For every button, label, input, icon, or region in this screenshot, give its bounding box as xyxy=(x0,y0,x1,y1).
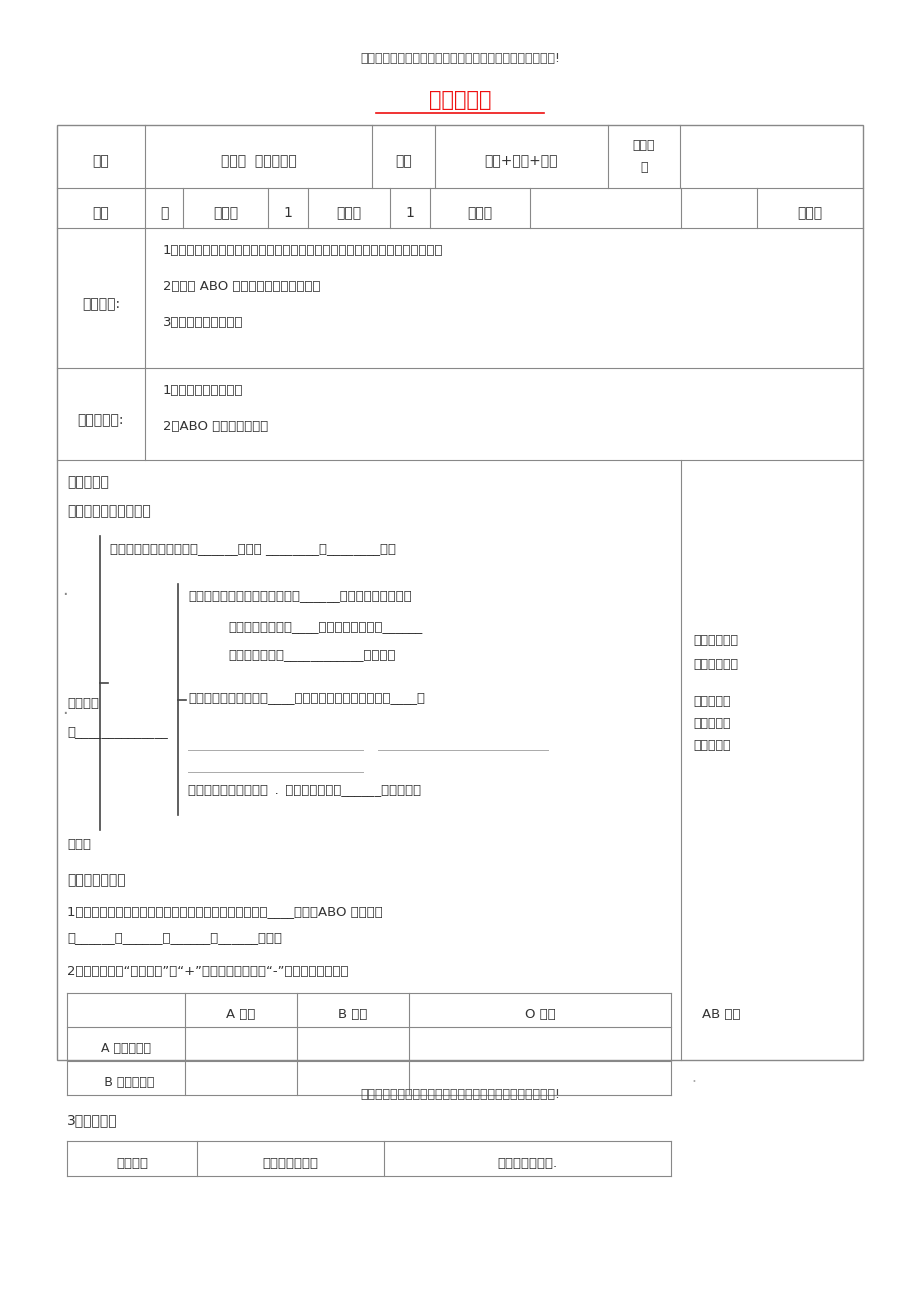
Text: 血浆：其主要功能是运载______，运输 ________和________等。: 血浆：其主要功能是运载______，运输 ________和________等。 xyxy=(110,542,395,555)
Text: 间: 间 xyxy=(640,161,647,174)
Text: 2、说出 ABO 血型的类型及鉴定的过程: 2、说出 ABO 血型的类型及鉴定的过程 xyxy=(163,280,320,293)
Text: 2、实验：模拟“血型鉴定”（“+”表示有凝集反应，“-”表示无凝集反应）: 2、实验：模拟“血型鉴定”（“+”表示有凝集反应，“-”表示无凝集反应） xyxy=(67,965,348,978)
Text: 实施时: 实施时 xyxy=(632,139,654,152)
Text: 星期: 星期 xyxy=(93,206,109,220)
Bar xyxy=(57,125,862,1060)
Text: 血液和血型: 血液和血型 xyxy=(428,90,491,109)
Text: 白细胞：体积比红细胞____，有细胞核，数量比红细胞____，: 白细胞：体积比红细胞____，有细胞核，数量比红细胞____， xyxy=(187,691,425,704)
Text: 第一节  血液和血型: 第一节 血液和血型 xyxy=(221,155,296,168)
Text: 没有细胞核，: 没有细胞核， xyxy=(692,658,737,671)
Text: 病人血型: 病人血型 xyxy=(116,1157,148,1170)
Text: 红细胞最多: 红细胞最多 xyxy=(692,695,730,708)
Text: 1、人的血型是遗传的，一般终身不变，最常见的血型是____血型。ABO 血型可分: 1、人的血型是遗传的，一般终身不变，最常见的血型是____血型。ABO 血型可分 xyxy=(67,905,382,918)
Text: 总课时: 总课时 xyxy=(212,206,238,220)
Text: 自学+交流+检测: 自学+交流+检测 xyxy=(484,155,558,168)
Text: 凝固。: 凝固。 xyxy=(67,838,91,852)
Text: ·: · xyxy=(62,704,68,723)
Text: 1、说出血液主要由红细胞、白细胞、血小板和血浆组成，说出它们的主要功能: 1、说出血液主要由红细胞、白细胞、血小板和血浆组成，说出它们的主要功能 xyxy=(163,243,443,256)
Text: 可以接受的血型: 可以接受的血型 xyxy=(262,1157,318,1170)
Text: 分课时: 分课时 xyxy=(336,206,361,220)
Text: 2、ABO 血型的鉴定过程: 2、ABO 血型的鉴定过程 xyxy=(163,421,268,434)
Text: 1: 1 xyxy=(405,206,414,220)
Text: 为______、______、______、______四种。: 为______、______、______、______四种。 xyxy=(67,931,282,944)
Text: 主备人: 主备人 xyxy=(467,206,492,220)
Text: 结合，因此具有____________的功能。: 结合，因此具有____________的功能。 xyxy=(228,648,395,661)
Text: 学习目标:: 学习目标: xyxy=(82,297,120,311)
Text: 白细胞最大: 白细胞最大 xyxy=(692,717,730,730)
Text: 红细胞：红细胞中含有红色的引______，因而血液呈红色。: 红细胞：红细胞中含有红色的引______，因而血液呈红色。 xyxy=(187,589,412,602)
Text: 1、血液的组成和功能: 1、血液的组成和功能 xyxy=(163,384,244,397)
Text: 本文档来源于网络搜集整理上传，希望可以让更多的人阅读!: 本文档来源于网络搜集整理上传，希望可以让更多的人阅读! xyxy=(359,1088,560,1101)
Text: 成熟的红细胞: 成熟的红细胞 xyxy=(692,634,737,647)
Text: 一、血液的组成和功能: 一、血液的组成和功能 xyxy=(67,504,151,518)
Text: B 型血: B 型血 xyxy=(338,1009,368,1022)
Text: 课题: 课题 xyxy=(93,155,109,168)
Text: B 型标准血清: B 型标准血清 xyxy=(97,1077,154,1090)
Text: 血细胞: 血细胞 xyxy=(67,697,99,710)
Text: AB 型血: AB 型血 xyxy=(701,1009,740,1022)
Text: 血小板最小: 血小板最小 xyxy=(692,740,730,753)
Text: 3、完成下表: 3、完成下表 xyxy=(67,1113,118,1128)
Text: 四: 四 xyxy=(160,206,168,220)
Text: 血红蛋白是一种含____的蚂白质，容易与______: 血红蛋白是一种含____的蚂白质，容易与______ xyxy=(228,620,422,633)
Text: 血小板：血细胞中体积 . 的细胞。能促进______并加快血液: 血小板：血细胞中体积 . 的细胞。能促进______并加快血液 xyxy=(187,783,421,796)
Text: ·: · xyxy=(62,586,68,604)
Text: 1: 1 xyxy=(283,206,292,220)
Text: 课型: 课型 xyxy=(394,155,412,168)
Text: A 型标准血清: A 型标准血清 xyxy=(101,1043,151,1056)
Text: 3、关注自愿无偿献血: 3、关注自愿无偿献血 xyxy=(163,316,244,329)
Text: 学习过程：: 学习过程： xyxy=(67,475,108,490)
Text: 不能接受的血型.: 不能接受的血型. xyxy=(497,1157,557,1170)
Text: 审核人: 审核人 xyxy=(797,206,822,220)
Text: ·: · xyxy=(690,1075,695,1091)
Text: A 型血: A 型血 xyxy=(226,1009,255,1022)
Text: O 型血: O 型血 xyxy=(524,1009,555,1022)
Text: 学习重难点:: 学习重难点: xyxy=(78,413,124,427)
Text: 本文档来源于网络搜集整理上传，希望可以让更多的人阅读!: 本文档来源于网络搜集整理上传，希望可以让更多的人阅读! xyxy=(359,52,560,65)
Text: 能______________: 能______________ xyxy=(67,725,167,738)
Text: 二、輸血和血型: 二、輸血和血型 xyxy=(67,874,126,887)
